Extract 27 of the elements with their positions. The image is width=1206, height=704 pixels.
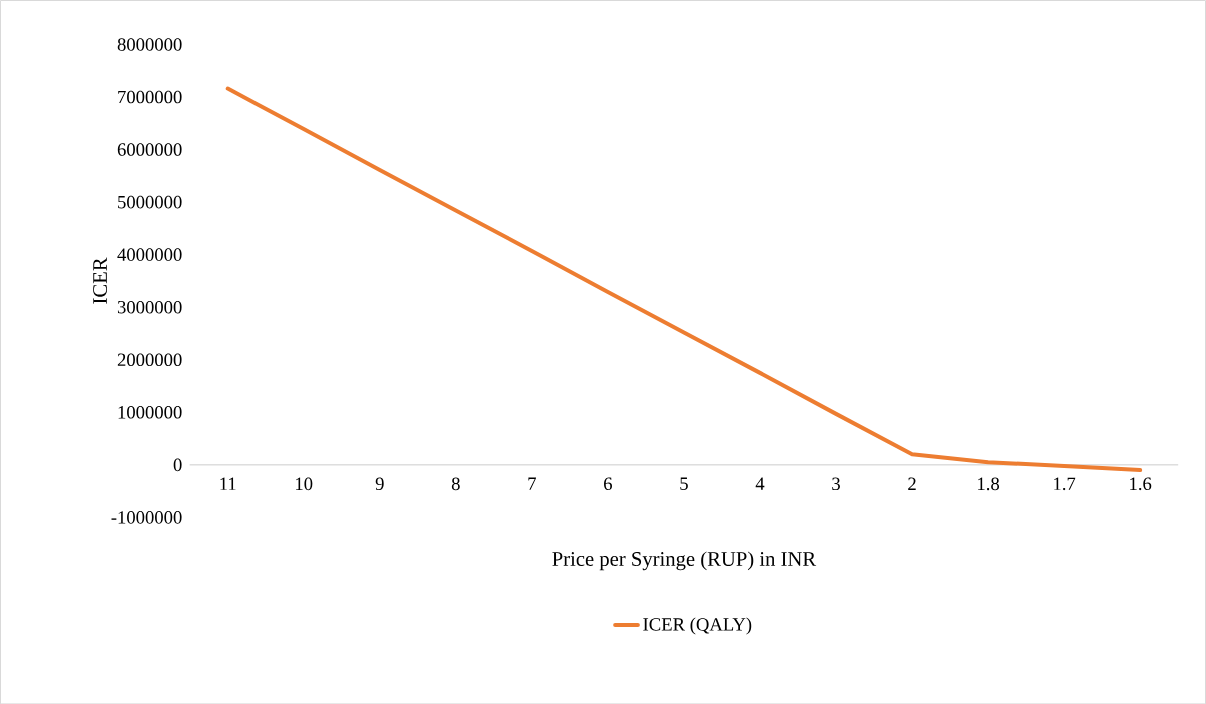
x-tick-label: 2 — [908, 477, 916, 490]
x-tick-label: 9 — [375, 477, 384, 490]
x-tick-label: 3 — [832, 477, 840, 490]
x-axis-title: Price per Syringe (RUP) in INR — [552, 551, 817, 570]
y-tick-label: 8000000 — [117, 37, 182, 51]
x-tick-label: 10 — [296, 477, 313, 490]
y-tick-label: -1000000 — [111, 510, 182, 524]
x-tick-label: 4 — [755, 477, 765, 490]
legend-label: ICER (QALY) — [643, 617, 752, 635]
x-tick-label: 7 — [528, 477, 536, 490]
y-tick-label: 1000000 — [118, 405, 182, 419]
x-tick-label: 1.8 — [978, 477, 1000, 491]
y-tick-label: 4000000 — [117, 248, 182, 261]
y-tick-label: 7000000 — [118, 90, 182, 104]
x-tick-label: 1.6 — [1130, 477, 1152, 490]
y-tick-label: 2000000 — [117, 353, 182, 366]
y-tick-label: 6000000 — [117, 143, 182, 156]
x-tick-label: 11 — [220, 477, 236, 490]
y-tick-label: 5000000 — [118, 195, 182, 209]
y-axis-title: ICER — [93, 257, 108, 304]
y-tick-label: 3000000 — [117, 300, 182, 314]
x-tick-label: 8 — [451, 477, 460, 490]
x-tick-label: 5 — [680, 477, 688, 490]
x-tick-label: 1.7 — [1054, 477, 1076, 490]
y-tick-label: 0 — [173, 458, 182, 471]
line-series — [225, 86, 1143, 472]
x-tick-label: 6 — [604, 477, 613, 490]
